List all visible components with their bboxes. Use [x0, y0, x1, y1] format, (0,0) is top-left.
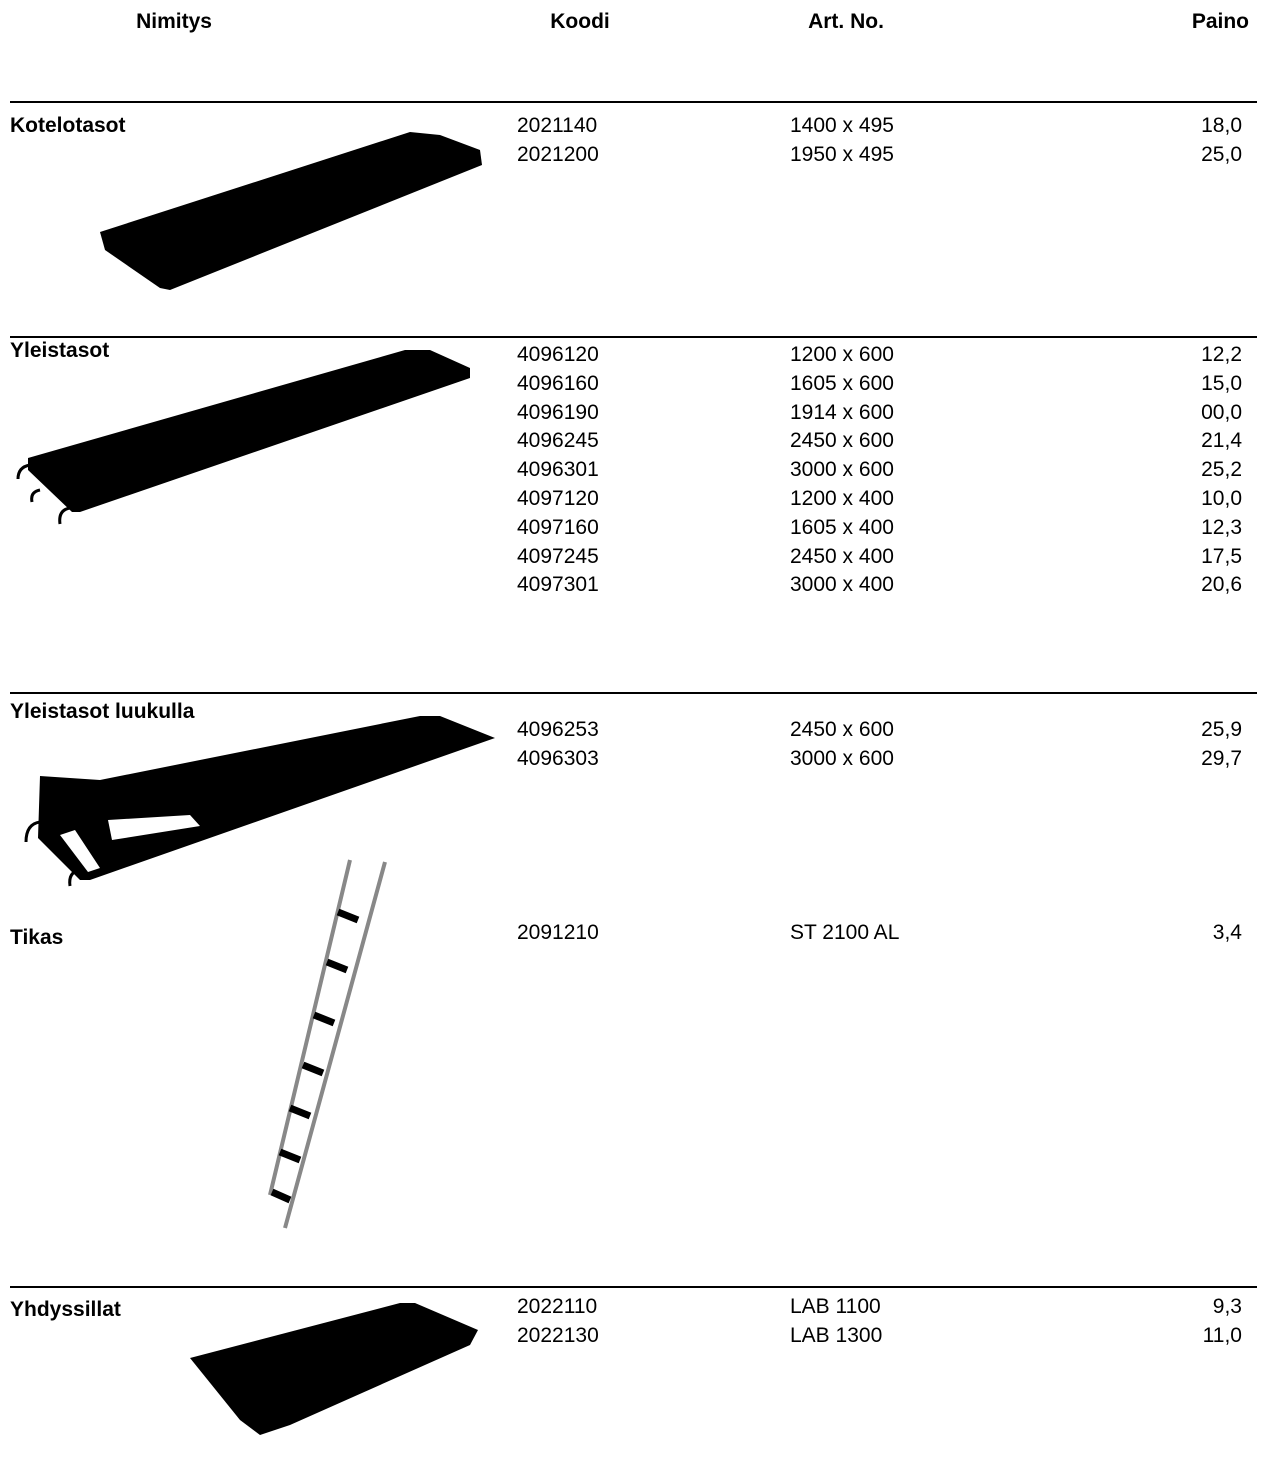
weight: 11,0 [1202, 1323, 1242, 1347]
art-no: 1950 x 495 [790, 142, 894, 166]
code: 4096245 [517, 429, 599, 453]
column-header: Paino [1191, 10, 1249, 33]
section-name: Yleistasot luukulla [10, 700, 195, 723]
art-no: 2450 x 600 [790, 429, 894, 453]
code: 2021200 [517, 142, 599, 166]
code: 4096120 [517, 343, 599, 366]
weight: 12,2 [1201, 343, 1242, 366]
code: 2022130 [517, 1323, 599, 1347]
section-name: Tikas [10, 926, 64, 949]
code: 2021140 [517, 114, 598, 137]
column-header: Nimitys [136, 10, 212, 33]
art-no: 1605 x 400 [790, 515, 894, 539]
weight: 25,2 [1201, 458, 1242, 482]
weight: 12,3 [1201, 515, 1242, 539]
code: 4096301 [517, 458, 599, 482]
art-no: ST 2100 AL [790, 921, 900, 944]
art-no: LAB 1100 [790, 1295, 881, 1318]
yleistaso-luukulla-image [24, 716, 495, 887]
yleistaso-image [16, 350, 470, 525]
art-no: 3000 x 400 [790, 573, 894, 597]
code: 4096303 [517, 746, 599, 770]
rule [10, 101, 1257, 103]
art-no: 3000 x 600 [790, 746, 894, 770]
weight: 20,6 [1201, 573, 1242, 597]
art-no: 2450 x 600 [790, 718, 894, 741]
weight: 18,0 [1201, 114, 1242, 137]
weight: 29,7 [1201, 746, 1242, 770]
code: 4096253 [517, 718, 599, 741]
tikas-image [268, 859, 387, 1229]
weight: 3,4 [1212, 921, 1242, 944]
code: 4097245 [517, 544, 599, 568]
rule [10, 692, 1257, 694]
column-header: Koodi [550, 10, 610, 33]
weight: 21,4 [1201, 429, 1242, 453]
weight: 15,0 [1201, 371, 1242, 395]
code: 4096160 [517, 371, 599, 395]
art-no: 1200 x 600 [790, 343, 894, 366]
code: 4096190 [517, 400, 599, 424]
weight: 9,3 [1212, 1295, 1242, 1318]
code: 4097160 [517, 515, 599, 539]
section-name: Yleistasot [10, 339, 110, 362]
code: 2091210 [517, 921, 599, 944]
art-no: 2450 x 400 [790, 544, 894, 568]
weight: 17,5 [1201, 544, 1242, 568]
art-no: 3000 x 600 [790, 458, 894, 482]
weight: 25,9 [1201, 718, 1242, 741]
weight: 00,0 [1201, 400, 1242, 424]
art-no: 1914 x 600 [790, 400, 894, 424]
art-no: 1200 x 400 [790, 487, 894, 510]
art-no: 1605 x 600 [790, 371, 894, 395]
weight: 10,0 [1201, 487, 1242, 510]
rule [10, 1286, 1257, 1288]
kotelotaso-image [100, 132, 482, 290]
rule [10, 336, 1257, 338]
column-header: Art. No. [808, 10, 884, 33]
code: 4097301 [517, 573, 599, 597]
section-name: Kotelotasot [10, 114, 126, 137]
weight: 25,0 [1201, 142, 1242, 166]
section-name: Yhdyssillat [10, 1298, 121, 1321]
code: 4097120 [517, 487, 599, 510]
yhdyssilta-image [190, 1303, 478, 1435]
code: 2022110 [517, 1295, 598, 1318]
art-no: 1400 x 495 [790, 114, 894, 137]
art-no: LAB 1300 [790, 1323, 883, 1347]
